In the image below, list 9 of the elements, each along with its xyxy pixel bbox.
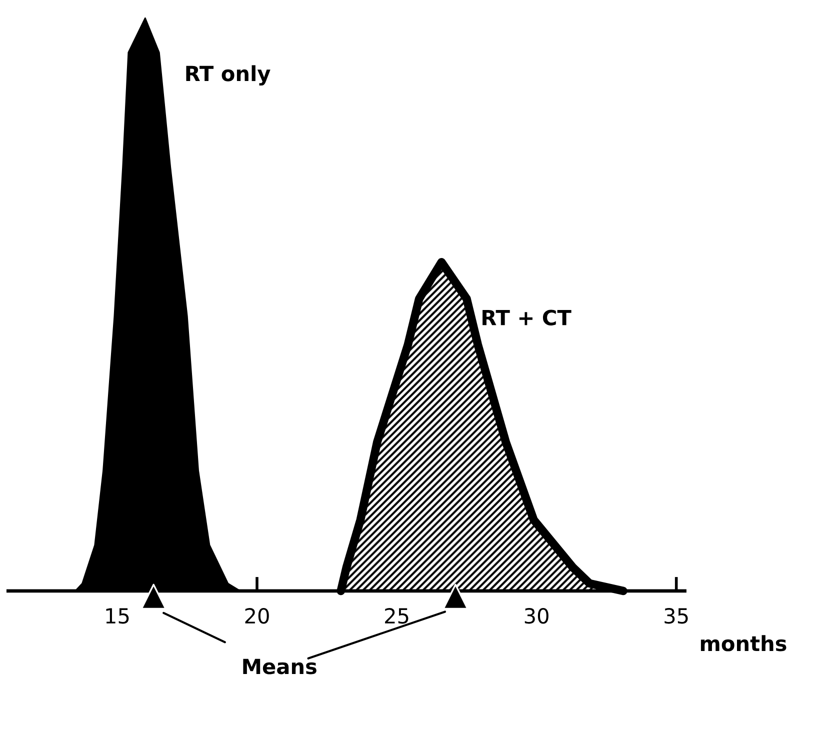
series-label: RT only xyxy=(186,65,270,86)
x-tick-label: 20 xyxy=(245,608,269,624)
x-tick-label: 30 xyxy=(524,608,548,624)
text: Means xyxy=(243,658,316,674)
x-tick-label: 15 xyxy=(106,608,129,624)
x-tick-label: 35 xyxy=(664,608,688,624)
series-label: RT + CT xyxy=(482,310,572,326)
x-axis-title: months xyxy=(700,635,786,652)
x-tick-label: 25 xyxy=(385,608,408,624)
